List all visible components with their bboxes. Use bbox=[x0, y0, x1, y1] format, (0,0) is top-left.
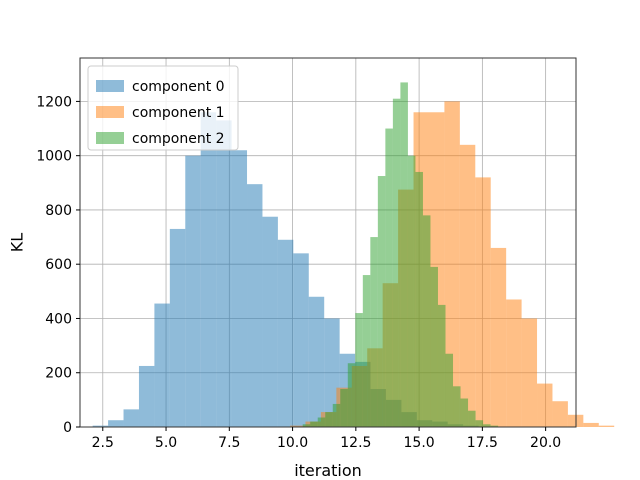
legend-label: component 2 bbox=[132, 131, 225, 147]
series-1-bar bbox=[459, 144, 476, 427]
series-2-bar bbox=[332, 403, 341, 427]
series-1-bar bbox=[506, 299, 522, 427]
series-2-bar bbox=[347, 363, 356, 427]
series-2-bar bbox=[415, 171, 423, 427]
series-0-bar bbox=[247, 184, 263, 427]
series-0-bar bbox=[324, 318, 340, 427]
series-0-bar bbox=[185, 155, 201, 428]
series-2-bar bbox=[437, 304, 446, 427]
y-tick-label: 400 bbox=[45, 311, 72, 327]
x-tick-label: 20.0 bbox=[530, 435, 561, 451]
legend-swatch bbox=[96, 132, 124, 144]
series-1-bar bbox=[552, 401, 568, 427]
series-2-bar bbox=[453, 386, 461, 427]
series-0-bar bbox=[123, 409, 139, 427]
series-2-bar bbox=[362, 275, 371, 427]
series-1-bar bbox=[598, 425, 615, 427]
series-0-bar bbox=[169, 228, 186, 427]
y-axis-label: KL bbox=[8, 233, 27, 252]
series-2-bars bbox=[302, 82, 499, 428]
series-2-bar bbox=[355, 313, 363, 427]
x-tick-label: 10.0 bbox=[277, 435, 308, 451]
series-1-bar bbox=[490, 247, 507, 427]
x-tick-label: 17.5 bbox=[467, 435, 498, 451]
series-0-bar bbox=[262, 216, 278, 427]
series-0-bar bbox=[293, 253, 309, 427]
series-2-bar bbox=[370, 237, 378, 427]
histogram-bars bbox=[92, 82, 615, 428]
series-1-bar bbox=[290, 425, 306, 427]
plot-frame bbox=[79, 57, 577, 428]
series-1-bar bbox=[583, 422, 599, 427]
y-tick-label: 0 bbox=[63, 420, 72, 436]
x-axis-label: iteration bbox=[294, 461, 362, 480]
x-tick-label: 15.0 bbox=[404, 435, 435, 451]
x-axis-ticks: 2.5 5.0 7.5 10.0 12.5 15.0 17.5 20.0 bbox=[92, 427, 561, 451]
series-0-bar bbox=[154, 303, 170, 427]
legend-swatch bbox=[96, 80, 124, 92]
series-0-bar bbox=[108, 420, 124, 427]
series-2-bar bbox=[340, 389, 348, 427]
series-2-bar bbox=[490, 425, 499, 427]
series-2-bar bbox=[475, 420, 484, 427]
series-0-bar bbox=[216, 120, 232, 427]
series-2-bar bbox=[310, 421, 318, 427]
x-tick-label: 12.5 bbox=[340, 435, 371, 451]
series-0-bar bbox=[200, 112, 217, 427]
legend: component 0 component 1 component 2 bbox=[87, 65, 239, 151]
legend-label: component 1 bbox=[132, 105, 225, 121]
y-tick-label: 600 bbox=[45, 257, 72, 273]
y-tick-label: 200 bbox=[45, 366, 72, 382]
series-2-bar bbox=[302, 424, 311, 427]
series-1-bar bbox=[537, 383, 553, 427]
series-0-bars bbox=[92, 112, 495, 428]
series-0-bar bbox=[308, 296, 325, 427]
legend-swatch bbox=[96, 106, 124, 118]
series-2-bar bbox=[407, 155, 416, 428]
x-tick-label: 5.0 bbox=[155, 435, 177, 451]
series-2-bar bbox=[377, 176, 386, 427]
series-2-bar bbox=[392, 98, 401, 427]
series-2-bar bbox=[460, 398, 469, 427]
series-2-bar bbox=[445, 353, 454, 427]
series-2-bar bbox=[422, 215, 431, 427]
series-2-bar bbox=[483, 424, 491, 427]
y-tick-label: 800 bbox=[45, 203, 72, 219]
series-2-bar bbox=[385, 128, 393, 427]
series-2-bar bbox=[468, 410, 476, 427]
series-0-bar bbox=[277, 239, 294, 427]
x-tick-label: 2.5 bbox=[92, 435, 114, 451]
legend-box bbox=[87, 65, 239, 151]
x-tick-label: 7.5 bbox=[218, 435, 240, 451]
series-1-bar bbox=[475, 177, 491, 427]
y-tick-label: 1200 bbox=[36, 94, 72, 110]
series-2-bar bbox=[400, 82, 408, 427]
y-tick-label: 1000 bbox=[36, 149, 72, 165]
series-2-bar bbox=[325, 412, 333, 427]
series-1-bar bbox=[444, 101, 460, 427]
series-2-bar bbox=[430, 266, 438, 427]
legend-label: component 0 bbox=[132, 79, 225, 95]
series-2-bar bbox=[317, 417, 326, 427]
series-0-bar bbox=[92, 425, 109, 427]
series-0-bar bbox=[231, 150, 248, 427]
series-0-bar bbox=[138, 365, 155, 427]
y-axis-ticks: 0 200 400 600 800 1000 1200 bbox=[36, 94, 80, 436]
series-1-bar bbox=[521, 318, 538, 427]
